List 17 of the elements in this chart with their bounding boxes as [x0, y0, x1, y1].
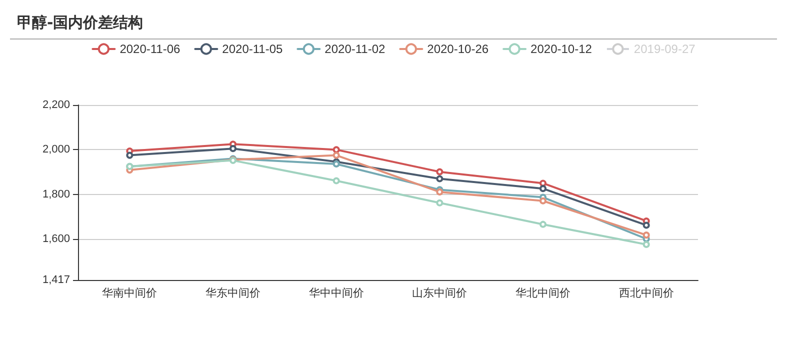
chart-title: 甲醇-国内价差结构 [17, 14, 144, 32]
y-tick-label: 2,000 [42, 144, 70, 156]
legend-label: 2020-11-02 [324, 42, 386, 56]
x-tick-label: 华北中间价 [516, 286, 570, 300]
y-tick-label: 2,200 [42, 99, 70, 111]
legend-label: 2020-11-06 [120, 42, 181, 56]
legend-label: 2020-10-12 [530, 42, 592, 56]
y-tick-label: 1,600 [42, 233, 70, 246]
x-tick-label: 华东中间价 [206, 286, 260, 300]
y-tick-label: 1,417 [42, 274, 70, 286]
legend-label: 2020-10-26 [427, 42, 489, 56]
x-tick-label: 西北中间价 [618, 286, 674, 300]
x-tick-label: 华中中间价 [308, 286, 364, 300]
x-tick-label: 山东中间价 [412, 286, 468, 300]
x-tick-label: 华南中间价 [102, 286, 158, 300]
legend-label: 2020-11-05 [222, 42, 283, 56]
y-tick-label: 1,800 [42, 188, 70, 200]
